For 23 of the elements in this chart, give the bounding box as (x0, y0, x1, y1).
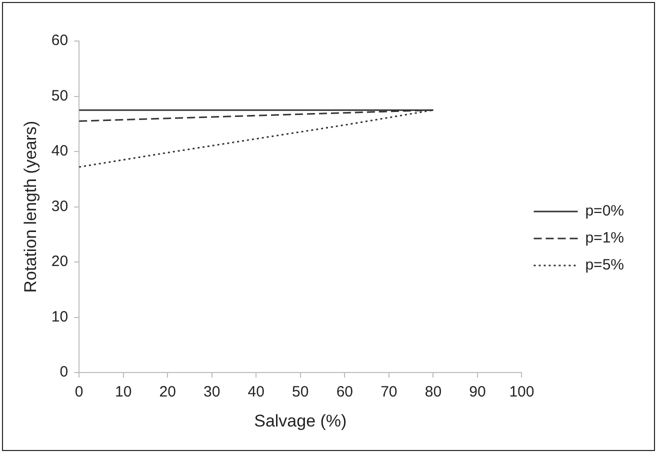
y-axis-title: Rotation length (years) (20, 120, 40, 293)
x-tick-label: 30 (204, 384, 220, 401)
x-tick-label: 50 (292, 384, 309, 401)
x-tick-label: 100 (509, 384, 534, 401)
x-tick-label: 60 (336, 384, 354, 401)
x-tick-label: 10 (115, 384, 132, 401)
y-tick-label: 40 (51, 142, 68, 160)
x-tick-label: 40 (248, 384, 264, 401)
y-tick-label: 20 (51, 253, 68, 270)
x-tick-label: 80 (424, 384, 442, 401)
y-tick-label: 60 (51, 32, 68, 50)
y-tick-label: 0 (60, 364, 68, 381)
x-tick-label: 70 (380, 384, 398, 401)
y-tick-label: 30 (51, 198, 68, 215)
x-tick-label: 20 (159, 384, 176, 401)
x-axis-title: Salvage (%) (254, 411, 347, 430)
y-tick-label: 50 (51, 87, 68, 104)
legend-label: p=5% (585, 256, 624, 274)
legend-label: p=1% (585, 230, 624, 247)
x-tick-label: 90 (469, 384, 486, 401)
legend-label: p=0% (585, 202, 624, 220)
y-tick-label: 10 (51, 308, 68, 326)
x-tick-label: 0 (74, 384, 84, 401)
